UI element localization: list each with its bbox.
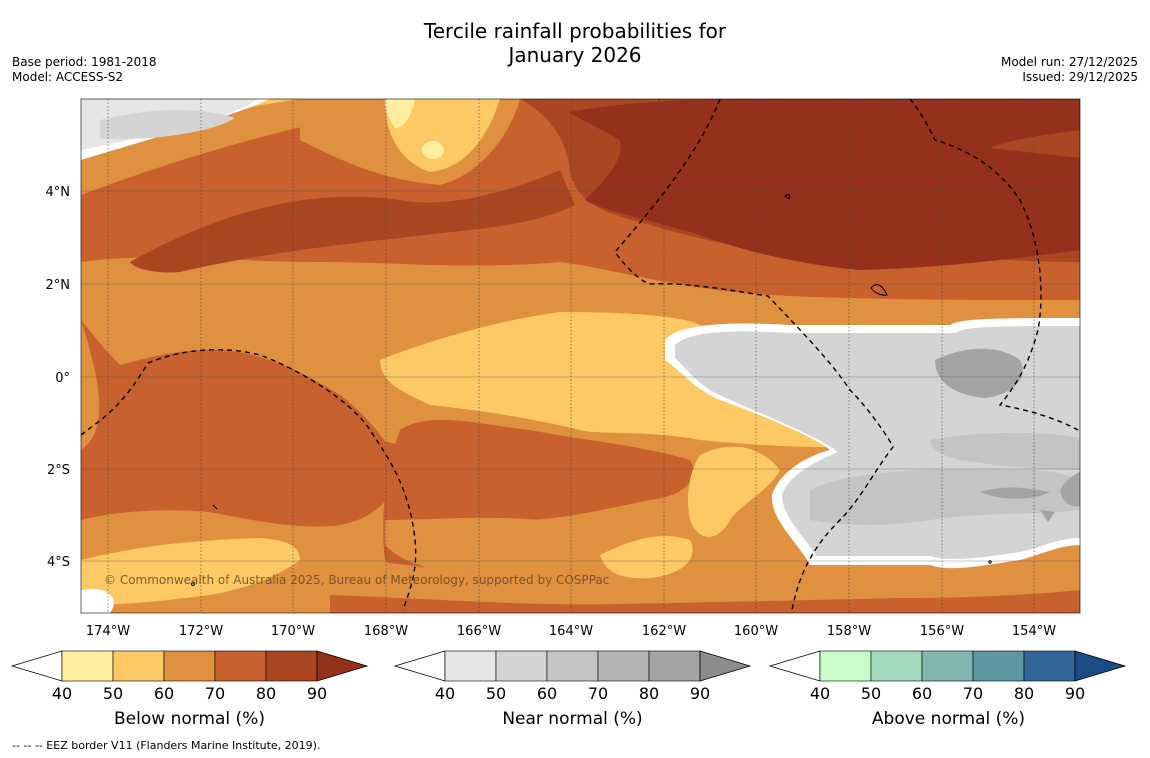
colorbar-tick-label: 90 bbox=[307, 684, 327, 703]
colorbar-tick-label: 50 bbox=[486, 684, 506, 703]
lon-label: 172°W bbox=[179, 624, 223, 639]
latitude-labels: 4°N 2°N 0° 2°S 4°S bbox=[46, 185, 71, 570]
colorbar-segment bbox=[495, 650, 548, 682]
colorbar-below-normal: 40 50 60 70 80 90 bbox=[10, 650, 369, 703]
colorbar-tick-label: 60 bbox=[537, 684, 557, 703]
colorbar-tick-label: 80 bbox=[639, 684, 659, 703]
colorbar-tick-label: 80 bbox=[1014, 684, 1034, 703]
copyright-note: © Commonwealth of Australia 2025, Bureau… bbox=[104, 573, 609, 587]
colorbar-near-normal: 40 50 60 70 80 90 bbox=[393, 650, 752, 703]
colorbar-segment bbox=[265, 650, 318, 682]
colorbar-extend-low bbox=[768, 650, 821, 682]
map-title-line1: Tercile rainfall probabilities for bbox=[423, 19, 727, 43]
lon-label: 164°W bbox=[549, 624, 593, 639]
map-title-line2: January 2026 bbox=[508, 43, 642, 67]
probability-contours bbox=[81, 99, 1080, 613]
colorbar-segment bbox=[819, 650, 872, 682]
eez-footnote: -- -- -- EEZ border V11 (Flanders Marine… bbox=[12, 739, 321, 752]
model-name: Model: ACCESS-S2 bbox=[12, 70, 124, 84]
colorbar-tick-label: 70 bbox=[205, 684, 225, 703]
colorbar-tick-label: 70 bbox=[588, 684, 608, 703]
colorbar-tick-label: 40 bbox=[810, 684, 830, 703]
colorbar-segment bbox=[972, 650, 1025, 682]
lat-label: 2°S bbox=[47, 463, 70, 478]
map-grid bbox=[107, 99, 1035, 613]
above-normal-label: Above normal (%) bbox=[871, 709, 1026, 729]
colorbar-tick-label: 60 bbox=[912, 684, 932, 703]
map-frame bbox=[80, 98, 1081, 614]
colorbar-extend-high bbox=[699, 650, 752, 682]
base-period: Base period: 1981-2018 bbox=[12, 55, 157, 69]
model-run-date: Model run: 27/12/2025 bbox=[1000, 55, 1138, 69]
lon-label: 166°W bbox=[457, 624, 501, 639]
colorbar-segment bbox=[163, 650, 216, 682]
colorbar-tick-label: 50 bbox=[861, 684, 881, 703]
colorbar-extend-low bbox=[393, 650, 446, 682]
lon-label: 158°W bbox=[827, 624, 871, 639]
colorbar-extend-high bbox=[1074, 650, 1127, 682]
colorbar-tick-label: 40 bbox=[435, 684, 455, 703]
lon-label: 170°W bbox=[271, 624, 315, 639]
issued-date: Issued: 29/12/2025 bbox=[1022, 70, 1138, 84]
colorbar-tick-label: 90 bbox=[1065, 684, 1085, 703]
lat-label: 2°N bbox=[46, 278, 71, 293]
islands bbox=[191, 194, 992, 586]
lat-label: 0° bbox=[55, 371, 70, 386]
lon-label: 168°W bbox=[364, 624, 408, 639]
colorbar-tick-label: 60 bbox=[154, 684, 174, 703]
lon-label: 162°W bbox=[642, 624, 686, 639]
colorbar-tick-label: 70 bbox=[963, 684, 983, 703]
colorbar-segment bbox=[61, 650, 114, 682]
lon-label: 160°W bbox=[734, 624, 778, 639]
lon-label: 154°W bbox=[1012, 624, 1056, 639]
colorbar-segment bbox=[546, 650, 599, 682]
colorbar-segment bbox=[1023, 650, 1076, 682]
eez-borders bbox=[81, 99, 1079, 611]
below-normal-label: Below normal (%) bbox=[114, 709, 265, 729]
colorbar-segment bbox=[112, 650, 165, 682]
lon-label: 174°W bbox=[86, 624, 130, 639]
colorbar-extend-low bbox=[10, 650, 63, 682]
colorbar-segment bbox=[921, 650, 974, 682]
lat-label: 4°S bbox=[47, 555, 70, 570]
colorbar-segment bbox=[214, 650, 267, 682]
latitude-lines bbox=[81, 190, 1080, 562]
near-normal-label: Near normal (%) bbox=[502, 709, 643, 729]
colorbar-segment bbox=[444, 650, 497, 682]
colorbar-segment bbox=[648, 650, 701, 682]
colorbar-tick-label: 50 bbox=[103, 684, 123, 703]
colorbar-segment bbox=[597, 650, 650, 682]
colorbar-extend-high bbox=[316, 650, 369, 682]
colorbar-segment bbox=[870, 650, 923, 682]
colorbar-tick-label: 80 bbox=[256, 684, 276, 703]
lat-label: 4°N bbox=[46, 185, 71, 200]
lon-label: 156°W bbox=[920, 624, 964, 639]
colorbar-above-normal: 40 50 60 70 80 90 bbox=[768, 650, 1127, 703]
longitude-labels: 174°W 172°W 170°W 168°W 166°W 164°W 162°… bbox=[86, 624, 1056, 639]
colorbar-tick-label: 90 bbox=[690, 684, 710, 703]
colorbar-tick-label: 40 bbox=[52, 684, 72, 703]
